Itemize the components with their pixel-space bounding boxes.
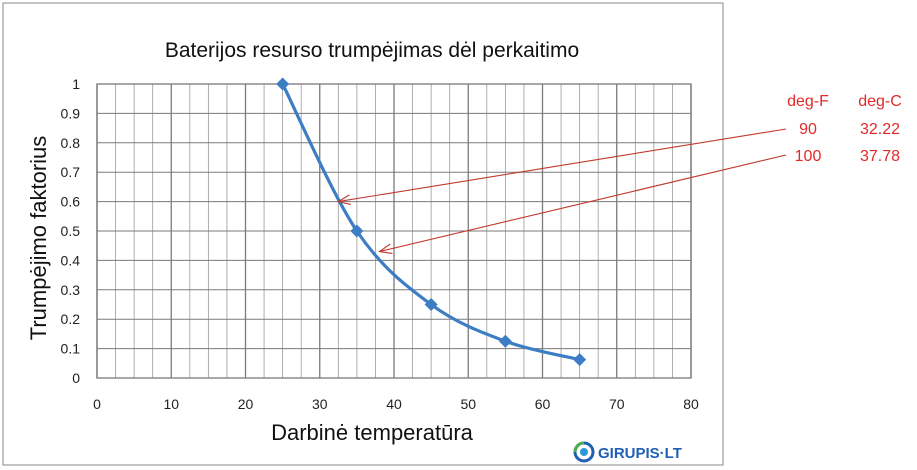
x-tick-label: 10	[163, 396, 179, 412]
y-tick-label: 1	[72, 76, 80, 92]
y-tick-label: 0.7	[61, 164, 81, 180]
data-point-marker	[573, 353, 587, 367]
series-line	[281, 82, 582, 362]
table-row-2-f: 100	[795, 148, 822, 165]
x-tick-label: 20	[238, 396, 254, 412]
y-tick-label: 0.6	[61, 194, 81, 210]
chart-title: Baterijos resurso trumpėjimas dėl perkai…	[165, 39, 579, 62]
plot-area-border	[96, 83, 692, 379]
y-tick-label: 0.4	[61, 252, 81, 268]
y-tick-label: 0	[72, 370, 80, 386]
logo-text: GIRUPIS·LT	[598, 445, 682, 462]
axes: 0 10 20 30 40 50 60 70 80 0 0.1 0.2 0.3 0.4 0.5 0.6 0.7 0…	[61, 76, 699, 412]
data-point-marker	[350, 224, 364, 238]
x-tick-label: 60	[535, 396, 551, 412]
x-tick-label: 70	[609, 396, 625, 412]
data-series	[276, 77, 587, 367]
annotation-arrows	[336, 128, 787, 255]
annotation-arrow-line	[338, 128, 787, 203]
table-row-1-c: 32.22	[860, 121, 900, 138]
y-tick-label: 0.8	[61, 135, 81, 151]
x-axis-label: Darbinė temperatūra	[271, 420, 474, 445]
logo-icon	[573, 441, 595, 463]
table-row-1-f: 90	[799, 121, 817, 138]
y-tick-label: 0.9	[61, 105, 81, 121]
table-row-2-c: 37.78	[860, 148, 900, 165]
data-point-marker	[424, 298, 438, 311]
girupis-logo: GIRUPIS·LT	[573, 441, 682, 463]
x-tick-label: 0	[93, 396, 101, 412]
y-tick-label: 0.3	[61, 282, 81, 298]
x-tick-label: 50	[460, 396, 476, 412]
y-tick-label: 0.2	[61, 311, 81, 327]
x-tick-label: 40	[386, 396, 402, 412]
x-tick-label: 30	[312, 396, 328, 412]
annotation-arrow-line	[379, 154, 787, 253]
data-point-marker	[498, 334, 512, 348]
annotation-arrow-head	[378, 243, 393, 255]
data-point-marker	[276, 77, 290, 91]
annotation-arrow-head	[336, 194, 352, 205]
x-tick-label: 80	[683, 396, 699, 412]
y-axis-label: Trumpėjimo faktorius	[26, 136, 51, 341]
chart-frame	[2, 2, 724, 466]
table-header-f: deg-F	[787, 93, 829, 110]
conversion-table: deg-F deg-C 90 32.22 100 37.78	[787, 93, 902, 165]
y-tick-label: 0.1	[61, 341, 81, 357]
table-header-c: deg-C	[858, 93, 902, 110]
y-tick-label: 0.5	[61, 223, 81, 239]
